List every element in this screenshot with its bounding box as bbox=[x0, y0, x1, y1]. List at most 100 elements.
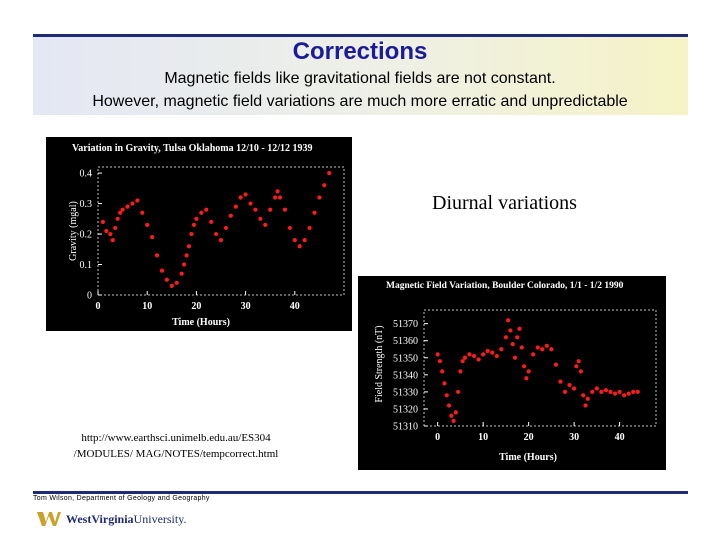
data-point bbox=[437, 359, 443, 364]
data-point bbox=[218, 238, 224, 243]
data-point bbox=[508, 328, 513, 333]
data-point bbox=[154, 253, 160, 258]
data-point bbox=[517, 326, 522, 331]
data-point bbox=[307, 225, 312, 231]
data-point bbox=[186, 244, 192, 249]
chart-title: Magnetic Field Variation, Boulder Colora… bbox=[386, 281, 624, 291]
data-point bbox=[515, 335, 520, 340]
data-point bbox=[612, 391, 618, 396]
data-point bbox=[209, 219, 214, 224]
data-point bbox=[145, 222, 150, 228]
data-point bbox=[512, 355, 518, 360]
y-tick-label: 51340 bbox=[393, 370, 418, 381]
slide-title: Corrections bbox=[292, 38, 428, 65]
logo-text-b: University. bbox=[133, 511, 187, 526]
data-point bbox=[277, 195, 283, 200]
plot-frame bbox=[423, 309, 657, 427]
y-tick-label: 0.3 bbox=[80, 199, 93, 210]
data-point bbox=[233, 204, 238, 209]
data-point bbox=[108, 231, 113, 237]
data-point bbox=[494, 353, 499, 359]
data-point bbox=[273, 195, 278, 200]
data-point bbox=[562, 389, 568, 394]
source-url-line-1: http://www.earthsci.unimelb.edu.au/ES304 bbox=[81, 432, 271, 444]
y-tick-label: 51350 bbox=[393, 353, 418, 364]
data-point bbox=[113, 225, 118, 231]
data-point bbox=[110, 238, 115, 243]
data-point bbox=[567, 382, 572, 388]
data-point bbox=[599, 389, 604, 394]
data-point bbox=[130, 201, 135, 206]
x-tick-label: 10 bbox=[142, 301, 152, 312]
y-tick-label: 0.1 bbox=[80, 260, 93, 271]
data-point bbox=[626, 391, 631, 396]
data-point bbox=[125, 204, 130, 209]
x-tick-label: 0 bbox=[435, 432, 440, 443]
data-point bbox=[544, 343, 549, 348]
data-point bbox=[631, 389, 636, 394]
data-point bbox=[572, 386, 577, 391]
x-tick-label: 30 bbox=[569, 432, 579, 443]
data-point bbox=[435, 352, 440, 357]
data-point bbox=[322, 183, 327, 188]
data-point bbox=[635, 389, 640, 394]
logo-text-a: WestVirginia bbox=[66, 511, 134, 526]
data-point bbox=[100, 219, 106, 224]
data-point bbox=[590, 389, 595, 394]
data-point bbox=[204, 207, 209, 212]
wv-logo-icon bbox=[37, 512, 61, 526]
data-point bbox=[453, 410, 458, 415]
data-point bbox=[499, 347, 504, 352]
header-banner bbox=[33, 37, 688, 115]
data-point bbox=[248, 201, 253, 206]
data-point bbox=[292, 238, 297, 243]
y-tick-label: 51370 bbox=[393, 319, 418, 330]
data-point bbox=[297, 244, 302, 249]
magnetic-chart: Magnetic Field Variation, Boulder Colora… bbox=[374, 281, 657, 463]
data-point bbox=[526, 369, 531, 374]
y-tick-label: 0.2 bbox=[80, 230, 93, 241]
y-tick-label: 51320 bbox=[393, 404, 418, 415]
data-point bbox=[524, 376, 529, 381]
data-point bbox=[302, 238, 307, 243]
x-tick-label: 10 bbox=[478, 432, 488, 443]
data-point bbox=[581, 393, 586, 398]
data-point bbox=[135, 198, 140, 203]
data-point bbox=[576, 359, 581, 364]
data-point bbox=[558, 379, 563, 384]
x-tick-label: 20 bbox=[191, 301, 201, 312]
data-point bbox=[191, 222, 197, 228]
data-point bbox=[282, 207, 288, 212]
diurnal-variations-label: Diurnal variations bbox=[432, 192, 577, 214]
data-point bbox=[174, 280, 179, 285]
footer-credit: Tom Wilson, Department of Geology and Ge… bbox=[33, 495, 210, 502]
plot-frame bbox=[97, 166, 345, 296]
data-point bbox=[481, 352, 486, 357]
data-point bbox=[485, 348, 490, 354]
data-point bbox=[169, 283, 174, 288]
data-point bbox=[317, 195, 322, 200]
data-point bbox=[440, 369, 445, 374]
data-point bbox=[585, 396, 590, 401]
data-point bbox=[275, 189, 280, 194]
data-point bbox=[617, 389, 622, 394]
data-point bbox=[583, 403, 588, 408]
data-point bbox=[578, 369, 584, 374]
data-point bbox=[268, 207, 273, 212]
data-point bbox=[603, 388, 609, 393]
y-tick-label: 0.4 bbox=[80, 169, 93, 180]
y-tick-label: 51360 bbox=[393, 336, 418, 347]
data-point bbox=[446, 403, 452, 408]
data-point bbox=[287, 225, 292, 231]
data-point bbox=[184, 253, 189, 258]
data-point bbox=[608, 389, 613, 394]
gravity-chart-panel: Variation in Gravity, Tulsa Oklahoma 12/… bbox=[46, 137, 352, 331]
data-point bbox=[115, 216, 120, 221]
data-point bbox=[458, 369, 463, 374]
x-tick-label: 40 bbox=[615, 432, 625, 443]
data-point bbox=[451, 418, 456, 423]
magnetic-chart-panel: Magnetic Field Variation, Boulder Colora… bbox=[358, 276, 666, 470]
data-point bbox=[535, 345, 540, 350]
data-point bbox=[243, 192, 248, 197]
x-tick-label: 30 bbox=[241, 301, 251, 312]
